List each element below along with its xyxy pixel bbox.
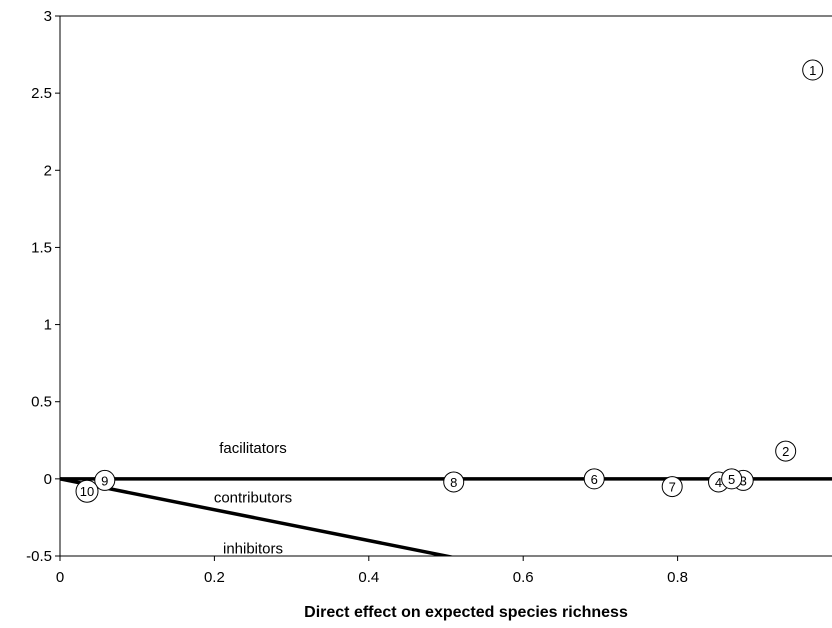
x-tick-label: 0.4 [358,569,379,586]
y-tick-label: 1.5 [31,239,52,256]
data-points: 1 2 3 4 5 6 7 8 9 10 [75,59,824,503]
point-1-label: 1 [809,63,816,78]
point-10-marker [75,479,99,503]
x-tick-label: 0.6 [513,569,534,586]
x-axis-title: Direct effect on expected species richne… [304,604,628,621]
point-9-label: 9 [101,473,108,488]
point-6-label: 6 [591,472,598,487]
annotation-inhibitors: inhibitors [223,540,283,557]
point-7-label: 7 [669,480,676,495]
x-tick-label: 0.8 [667,569,688,586]
point-5-label: 5 [728,472,735,487]
point-8-marker [443,471,465,493]
y-tick-label: 1 [44,317,52,334]
point-9-marker [94,469,116,491]
y-tick-label: 0 [44,471,52,488]
point-6-marker [583,468,605,490]
point-7-marker [661,476,683,498]
point-2-label: 2 [782,444,789,459]
point-2-marker [775,440,797,462]
point-8-label: 8 [450,475,457,490]
x-tick-label: 0.2 [204,569,225,586]
point-10-label: 10 [80,484,94,499]
point-5-marker [721,468,743,490]
effect-lines [60,477,832,556]
point-1-marker [802,59,824,81]
point-3-label: 3 [740,473,747,488]
x-tick-label: 0 [56,569,64,586]
annotation-facilitators: facilitators [219,440,287,457]
y-tick-label: 2 [44,162,52,179]
y-tick-label: -0.5 [26,548,52,565]
y-tick-label: 3 [44,8,52,25]
y-tick-label: 0.5 [31,394,52,411]
point-4-label: 4 [715,475,722,490]
axes: -0.500.511.522.530 0.2 0.4 0.6 0.8 [26,8,832,586]
region-annotations: facilitators contributors inhibitors [214,440,292,557]
annotation-contributors: contributors [214,489,292,506]
y-tick-label: 2.5 [31,85,52,102]
diagonal-line [60,477,455,556]
